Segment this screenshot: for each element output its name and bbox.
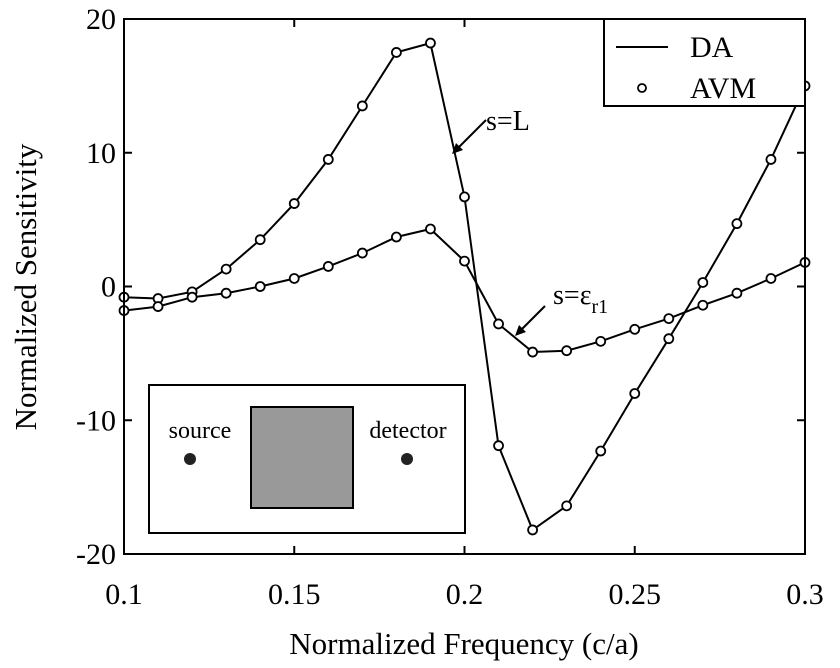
y-axis-ticks: 20 10 0 -10 -20 — [76, 3, 805, 571]
annotation-s-er1-text: s=εr1 — [553, 280, 608, 318]
x-axis-ticks: 0.1 0.15 0.2 0.25 0.3 — [105, 19, 824, 611]
series-1-point — [254, 234, 266, 246]
series-2-point — [459, 255, 470, 267]
inset-detector-label: detector — [369, 418, 446, 444]
series-2-point — [731, 287, 743, 299]
x-tick-label: 0.1 — [105, 578, 143, 611]
annotation-s-l-text: s=L — [486, 106, 530, 137]
series-1-point — [765, 154, 777, 165]
y-axis-title: Normalized Sensitivity — [8, 143, 43, 430]
source-dot — [184, 453, 196, 465]
x-tick-label: 0.2 — [446, 578, 484, 611]
annotation-s-er1: s=εr1 — [515, 280, 608, 336]
series-2-point — [220, 287, 232, 299]
series-2-point — [186, 291, 198, 303]
series-2-point — [254, 281, 266, 292]
series-1-point — [356, 100, 368, 112]
series-2-point — [288, 273, 300, 284]
legend: DA AVM — [603, 18, 806, 107]
series-1-point — [527, 524, 538, 536]
y-tick-label: 0 — [101, 271, 116, 304]
plot-frame — [123, 18, 806, 555]
x-tick-label: 0.15 — [268, 578, 321, 611]
series-1-point — [629, 388, 641, 399]
series-1-point — [493, 440, 504, 452]
y-tick-label: 20 — [86, 3, 116, 36]
legend-label-avm: AVM — [690, 72, 756, 105]
series-1-point — [425, 37, 436, 49]
x-tick-label: 0.25 — [609, 578, 662, 611]
series-1-point — [288, 198, 300, 209]
legend-box — [603, 18, 806, 107]
series-2-point — [765, 273, 777, 284]
y-tick-label: 10 — [86, 137, 116, 170]
annotation-s-l-arrowhead — [452, 143, 463, 154]
series-2-point — [697, 299, 709, 311]
x-tick-label: 0.3 — [786, 578, 824, 611]
series-2-point — [595, 335, 607, 347]
scatterer-block — [250, 406, 354, 509]
y-tick-label: -10 — [76, 404, 116, 437]
annotation-s-er1-arrowhead — [515, 325, 526, 336]
annotation-s-l-arrow — [454, 119, 487, 152]
annotation-s-er1-subscript: r1 — [591, 296, 608, 318]
series-2-point — [493, 318, 504, 330]
series-1-point — [663, 333, 675, 345]
legend-label-da: DA — [690, 31, 734, 64]
series-1-point — [561, 500, 573, 512]
series-2-point — [527, 346, 538, 358]
series-2-point — [425, 223, 436, 235]
series-1-point — [220, 263, 232, 275]
series-1-point — [390, 47, 402, 58]
series-1-point — [322, 154, 334, 165]
legend-circle-marker — [637, 83, 647, 93]
annotation-s-l: s=L — [452, 106, 530, 154]
series-2-point — [322, 261, 334, 272]
series-1-point — [731, 218, 743, 230]
series-2-point — [152, 301, 164, 312]
inset-source-label: source — [169, 418, 232, 444]
series-1-point — [697, 277, 709, 288]
y-tick-label: -20 — [76, 538, 116, 571]
series-2-point — [629, 323, 641, 335]
series-1-point — [459, 191, 470, 203]
plot-series — [118, 37, 811, 536]
annotation-s-er1-main: s=ε — [553, 280, 591, 311]
detector-dot — [401, 453, 413, 465]
series-2-point — [561, 345, 573, 357]
series-2-point — [390, 231, 402, 243]
x-axis-title: Normalized Frequency (c/a) — [289, 626, 638, 661]
series-1-point — [595, 445, 607, 457]
series-2-point — [663, 313, 675, 325]
geometry-inset: source detector — [148, 384, 466, 534]
series-2-point — [356, 247, 368, 259]
